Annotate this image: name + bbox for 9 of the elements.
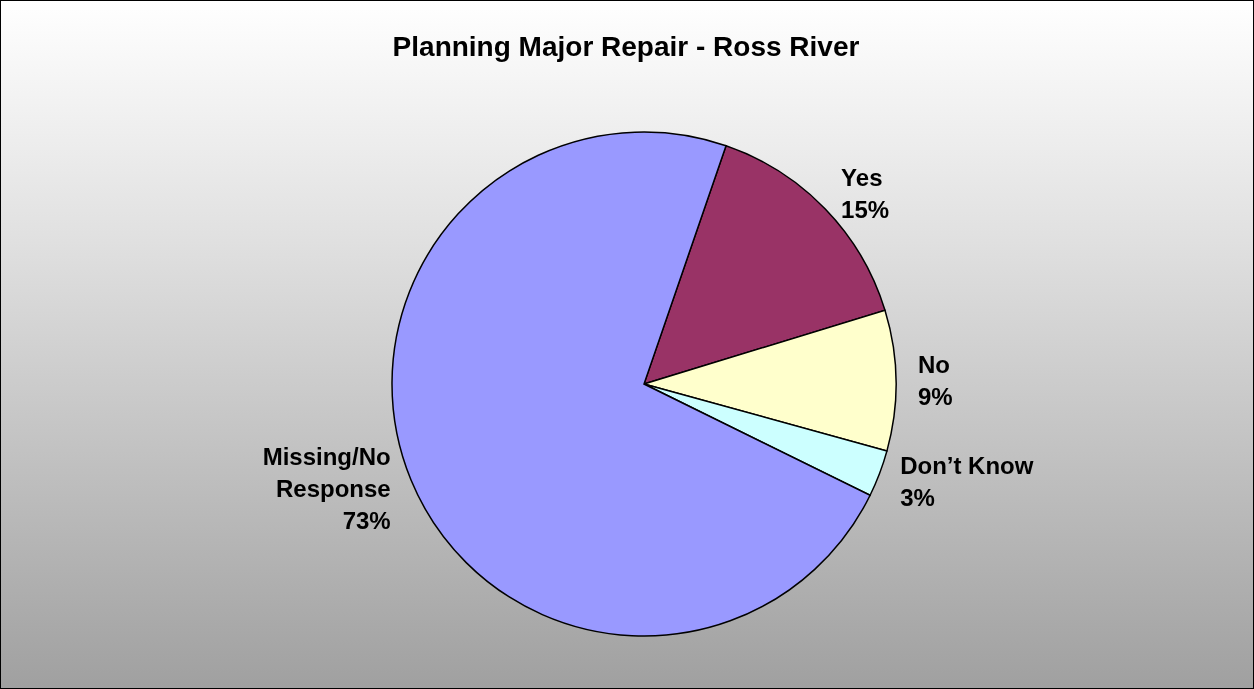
slice-label: Missing/No Response bbox=[262, 442, 391, 502]
data-label: 15% bbox=[841, 196, 890, 224]
slice-label: Don’t Know bbox=[900, 451, 1034, 479]
data-label: 9% bbox=[917, 382, 953, 410]
slice-label: Yes bbox=[841, 164, 883, 192]
chart-title: Planning Major Repair - Ross River bbox=[392, 31, 860, 62]
data-label: 73% bbox=[342, 506, 391, 534]
data-label: 3% bbox=[900, 483, 935, 511]
slice-label: No bbox=[917, 350, 950, 378]
